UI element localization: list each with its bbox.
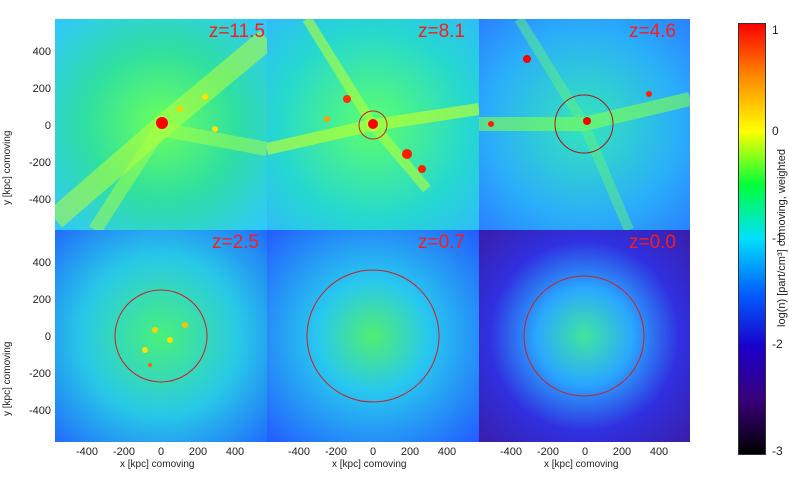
x-axis-label: x [kpc] comoving xyxy=(332,459,407,470)
x-tick: -200 xyxy=(112,446,136,458)
redshift-label: z=0.7 xyxy=(417,232,465,253)
y-axis-label: y [kpc] comoving xyxy=(2,130,13,205)
redshift-label: z=8.1 xyxy=(417,21,465,42)
x-tick: -400 xyxy=(287,446,311,458)
panel-z4-6: z=4.6 xyxy=(479,19,690,230)
colorbar-tick: 1 xyxy=(772,23,779,37)
x-tick: 400 xyxy=(649,446,669,458)
density-map-z0-7 xyxy=(267,230,479,442)
x-tick: 0 xyxy=(581,446,589,458)
y-tick: -200 xyxy=(28,157,51,169)
density-map-z4-6 xyxy=(479,19,690,230)
x-tick: -400 xyxy=(499,446,523,458)
y-tick: 0 xyxy=(44,331,51,343)
y-axis-label: y [kpc] comoving xyxy=(2,341,13,416)
x-tick: 0 xyxy=(157,446,165,458)
redshift-label: z=4.6 xyxy=(628,21,676,42)
density-map-z2-5 xyxy=(55,230,267,442)
y-tick: -400 xyxy=(28,194,51,206)
panel-z2-5: z=2.5 xyxy=(55,230,267,442)
redshift-label: z=0.0 xyxy=(628,232,676,253)
x-axis-label: x [kpc] comoving xyxy=(120,459,195,470)
x-tick: 200 xyxy=(188,446,208,458)
y-tick: 200 xyxy=(32,294,51,306)
x-tick: 0 xyxy=(369,446,377,458)
y-tick: 200 xyxy=(32,83,51,95)
y-tick: 400 xyxy=(32,257,51,269)
y-tick: 0 xyxy=(44,120,51,132)
x-tick: -200 xyxy=(324,446,348,458)
panel-z8-1: z=8.1 xyxy=(267,19,479,230)
density-map-z11-5 xyxy=(55,19,267,230)
y-tick: -200 xyxy=(28,368,51,380)
x-tick: -200 xyxy=(536,446,560,458)
colorbar-label: log(n) [part/cm³] comoving, weighted xyxy=(775,149,788,327)
x-tick: 200 xyxy=(612,446,632,458)
colorbar-tick: 0 xyxy=(772,124,779,138)
x-tick: -400 xyxy=(75,446,99,458)
panel-z0-7: z=0.7 xyxy=(267,230,479,442)
colorbar-tick: -1 xyxy=(772,231,783,245)
y-tick: 400 xyxy=(32,46,51,58)
x-tick: 200 xyxy=(400,446,420,458)
colorbar xyxy=(738,23,766,455)
panel-z0-0: z=0.0 xyxy=(479,230,690,442)
x-axis-label: x [kpc] comoving xyxy=(544,459,619,470)
y-tick: -400 xyxy=(28,405,51,417)
colorbar-tick: -3 xyxy=(772,444,783,458)
colorbar-tick: -2 xyxy=(772,337,783,351)
panel-z11-5: z=11.5 xyxy=(55,19,267,230)
redshift-label: z=2.5 xyxy=(211,232,259,253)
redshift-label: z=11.5 xyxy=(208,21,265,42)
x-tick: 400 xyxy=(225,446,245,458)
x-tick: 400 xyxy=(437,446,457,458)
density-map-z8-1 xyxy=(267,19,479,230)
density-map-z0-0 xyxy=(479,230,690,442)
